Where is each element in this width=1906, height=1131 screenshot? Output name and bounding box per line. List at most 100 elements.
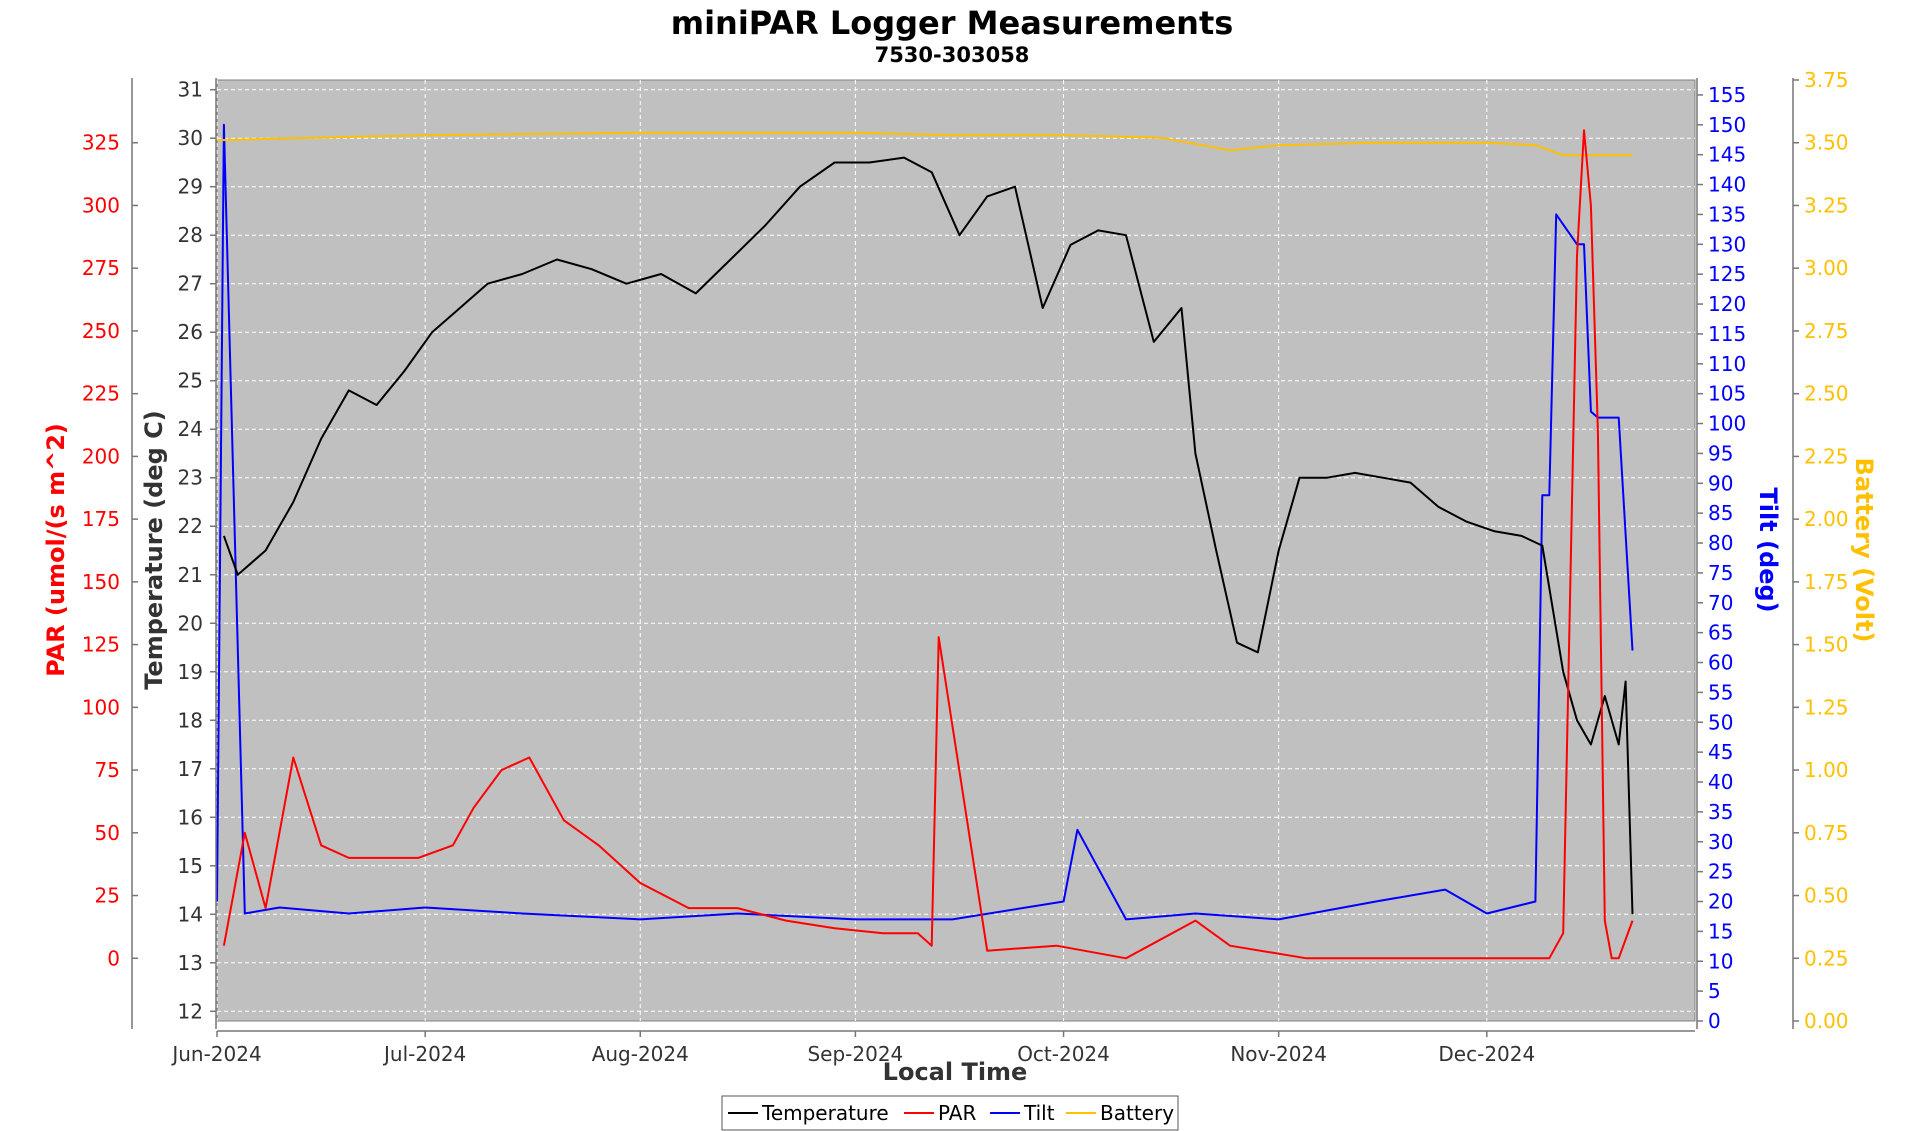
tick-label-temperature: 24 [178, 417, 203, 441]
tick-label-battery: 2.50 [1804, 382, 1849, 406]
axis-tilt: 0 5 10 15 20 25 30 35 40 45 50 55 60 65 70 75 80 85 90 95 10… [1696, 78, 1746, 1033]
axis-par: 0 25 50 75 100 125 150 175 200 225 250 275 300 325 [82, 78, 138, 1029]
axis-temperature: 12 13 14 15 16 17 18 19 20 21 22 23 24 25 26 27 28 29 30 31 [178, 78, 217, 1029]
tick-label-par: 225 [82, 382, 120, 406]
tick-label-par: 300 [82, 193, 120, 217]
tick-label-tilt: 135 [1708, 202, 1746, 226]
gridlines [216, 80, 1695, 1021]
tick-label-par: 250 [82, 319, 120, 343]
tick-label-battery: 1.50 [1804, 633, 1849, 657]
chart-subtitle: 7530-303058 [875, 43, 1030, 67]
tick-label-par: 75 [95, 758, 120, 782]
tick-label-par: 125 [82, 633, 120, 657]
data-lines [216, 123, 1634, 960]
tick-label-tilt: 125 [1708, 262, 1746, 286]
legend-label-tilt: Tilt [1023, 1101, 1055, 1125]
tick-label-battery: 1.25 [1804, 695, 1849, 719]
tick-label-tilt: 110 [1708, 352, 1746, 376]
tick-label-tilt: 120 [1708, 292, 1746, 316]
x-tick-label: Jun-2024 [170, 1042, 261, 1066]
x-tick-label: Oct-2024 [1017, 1042, 1110, 1066]
tick-label-tilt: 40 [1708, 770, 1733, 794]
tick-label-tilt: 90 [1708, 471, 1733, 495]
tick-label-battery: 0.75 [1804, 821, 1849, 845]
tick-label-battery: 3.75 [1804, 68, 1849, 92]
legend-item-tilt: Tilt [990, 1101, 1055, 1125]
tick-label-temperature: 30 [178, 126, 203, 150]
y-axis-label-battery: Battery (Volt) [1850, 458, 1878, 643]
tick-label-temperature: 25 [178, 369, 203, 393]
tick-label-battery: 1.75 [1804, 570, 1849, 594]
tick-label-par: 0 [107, 946, 120, 970]
tick-label-par: 150 [82, 570, 120, 594]
tick-label-temperature: 17 [178, 757, 203, 781]
tick-label-battery: 2.00 [1804, 507, 1849, 531]
tick-label-tilt: 55 [1708, 680, 1733, 704]
legend-item-battery: Battery [1066, 1101, 1174, 1125]
tick-label-temperature: 31 [178, 78, 203, 102]
tick-label-temperature: 21 [178, 563, 203, 587]
axis-battery: 0.00 0.25 0.50 0.75 1.00 1.25 1.50 1.75 2.00 2.25… [1792, 68, 1849, 1033]
y-axis-label-tilt: Tilt (deg) [1754, 487, 1782, 612]
legend: Temperature PAR Tilt Battery [721, 1095, 1179, 1131]
tick-label-temperature: 20 [178, 611, 203, 635]
plot-area [216, 79, 1696, 1022]
x-axis: Jun-2024 Jul-2024 Aug-2024 Sep-2024 Oct-2024… [170, 1030, 1695, 1066]
tick-label-battery: 3.00 [1804, 256, 1849, 280]
tick-label-tilt: 15 [1708, 919, 1733, 943]
tick-label-tilt: 155 [1708, 83, 1746, 107]
tick-label-battery: 2.75 [1804, 319, 1849, 343]
series-line-tilt [216, 123, 1634, 921]
tick-label-tilt: 5 [1708, 979, 1721, 1003]
series-line-battery [216, 131, 1633, 157]
tick-label-temperature: 13 [178, 951, 203, 975]
tick-label-battery: 0.00 [1804, 1009, 1849, 1033]
tick-label-tilt: 35 [1708, 800, 1733, 824]
tick-label-battery: 3.25 [1804, 193, 1849, 217]
tick-label-battery: 2.25 [1804, 444, 1849, 468]
tick-label-temperature: 22 [178, 514, 203, 538]
tick-label-par: 50 [95, 821, 120, 845]
tick-label-tilt: 10 [1708, 949, 1733, 973]
x-tick-label: Jul-2024 [382, 1042, 466, 1066]
tick-label-tilt: 80 [1708, 531, 1733, 555]
tick-label-tilt: 100 [1708, 412, 1746, 436]
tick-label-battery: 3.50 [1804, 131, 1849, 155]
tick-label-temperature: 26 [178, 320, 203, 344]
tick-label-tilt: 70 [1708, 591, 1733, 615]
tick-label-par: 275 [82, 256, 120, 280]
tick-label-tilt: 105 [1708, 382, 1746, 406]
x-tick-label: Aug-2024 [592, 1042, 689, 1066]
tick-label-temperature: 12 [178, 999, 203, 1023]
tick-label-temperature: 14 [178, 902, 203, 926]
tick-label-tilt: 75 [1708, 561, 1733, 585]
tick-label-tilt: 145 [1708, 143, 1746, 167]
chart-title: miniPAR Logger Measurements [671, 4, 1234, 42]
x-tick-label: Sep-2024 [807, 1042, 903, 1066]
tick-label-par: 175 [82, 507, 120, 531]
legend-label-battery: Battery [1100, 1101, 1174, 1125]
tick-label-tilt: 30 [1708, 830, 1733, 854]
tick-label-tilt: 20 [1708, 890, 1733, 914]
tick-label-temperature: 18 [178, 708, 203, 732]
tick-label-tilt: 85 [1708, 501, 1733, 525]
tick-label-par: 200 [82, 444, 120, 468]
tick-label-tilt: 130 [1708, 232, 1746, 256]
legend-label-temperature: Temperature [761, 1101, 889, 1125]
tick-label-tilt: 60 [1708, 651, 1733, 675]
tick-label-temperature: 29 [178, 175, 203, 199]
legend-item-temperature: Temperature [728, 1101, 889, 1125]
tick-label-tilt: 50 [1708, 710, 1733, 734]
x-tick-label: Dec-2024 [1438, 1042, 1535, 1066]
y-axis-label-par: PAR (umol/(s m^2) [42, 423, 70, 677]
x-tick-label: Nov-2024 [1230, 1042, 1327, 1066]
legend-label-par: PAR [938, 1101, 976, 1125]
tick-label-tilt: 25 [1708, 860, 1733, 884]
tick-label-par: 25 [95, 884, 120, 908]
tick-label-tilt: 115 [1708, 322, 1746, 346]
x-axis-label: Local Time [883, 1058, 1028, 1086]
tick-label-tilt: 95 [1708, 441, 1733, 465]
tick-label-tilt: 150 [1708, 113, 1746, 137]
y-axis-label-temperature: Temperature (deg C) [140, 410, 168, 690]
